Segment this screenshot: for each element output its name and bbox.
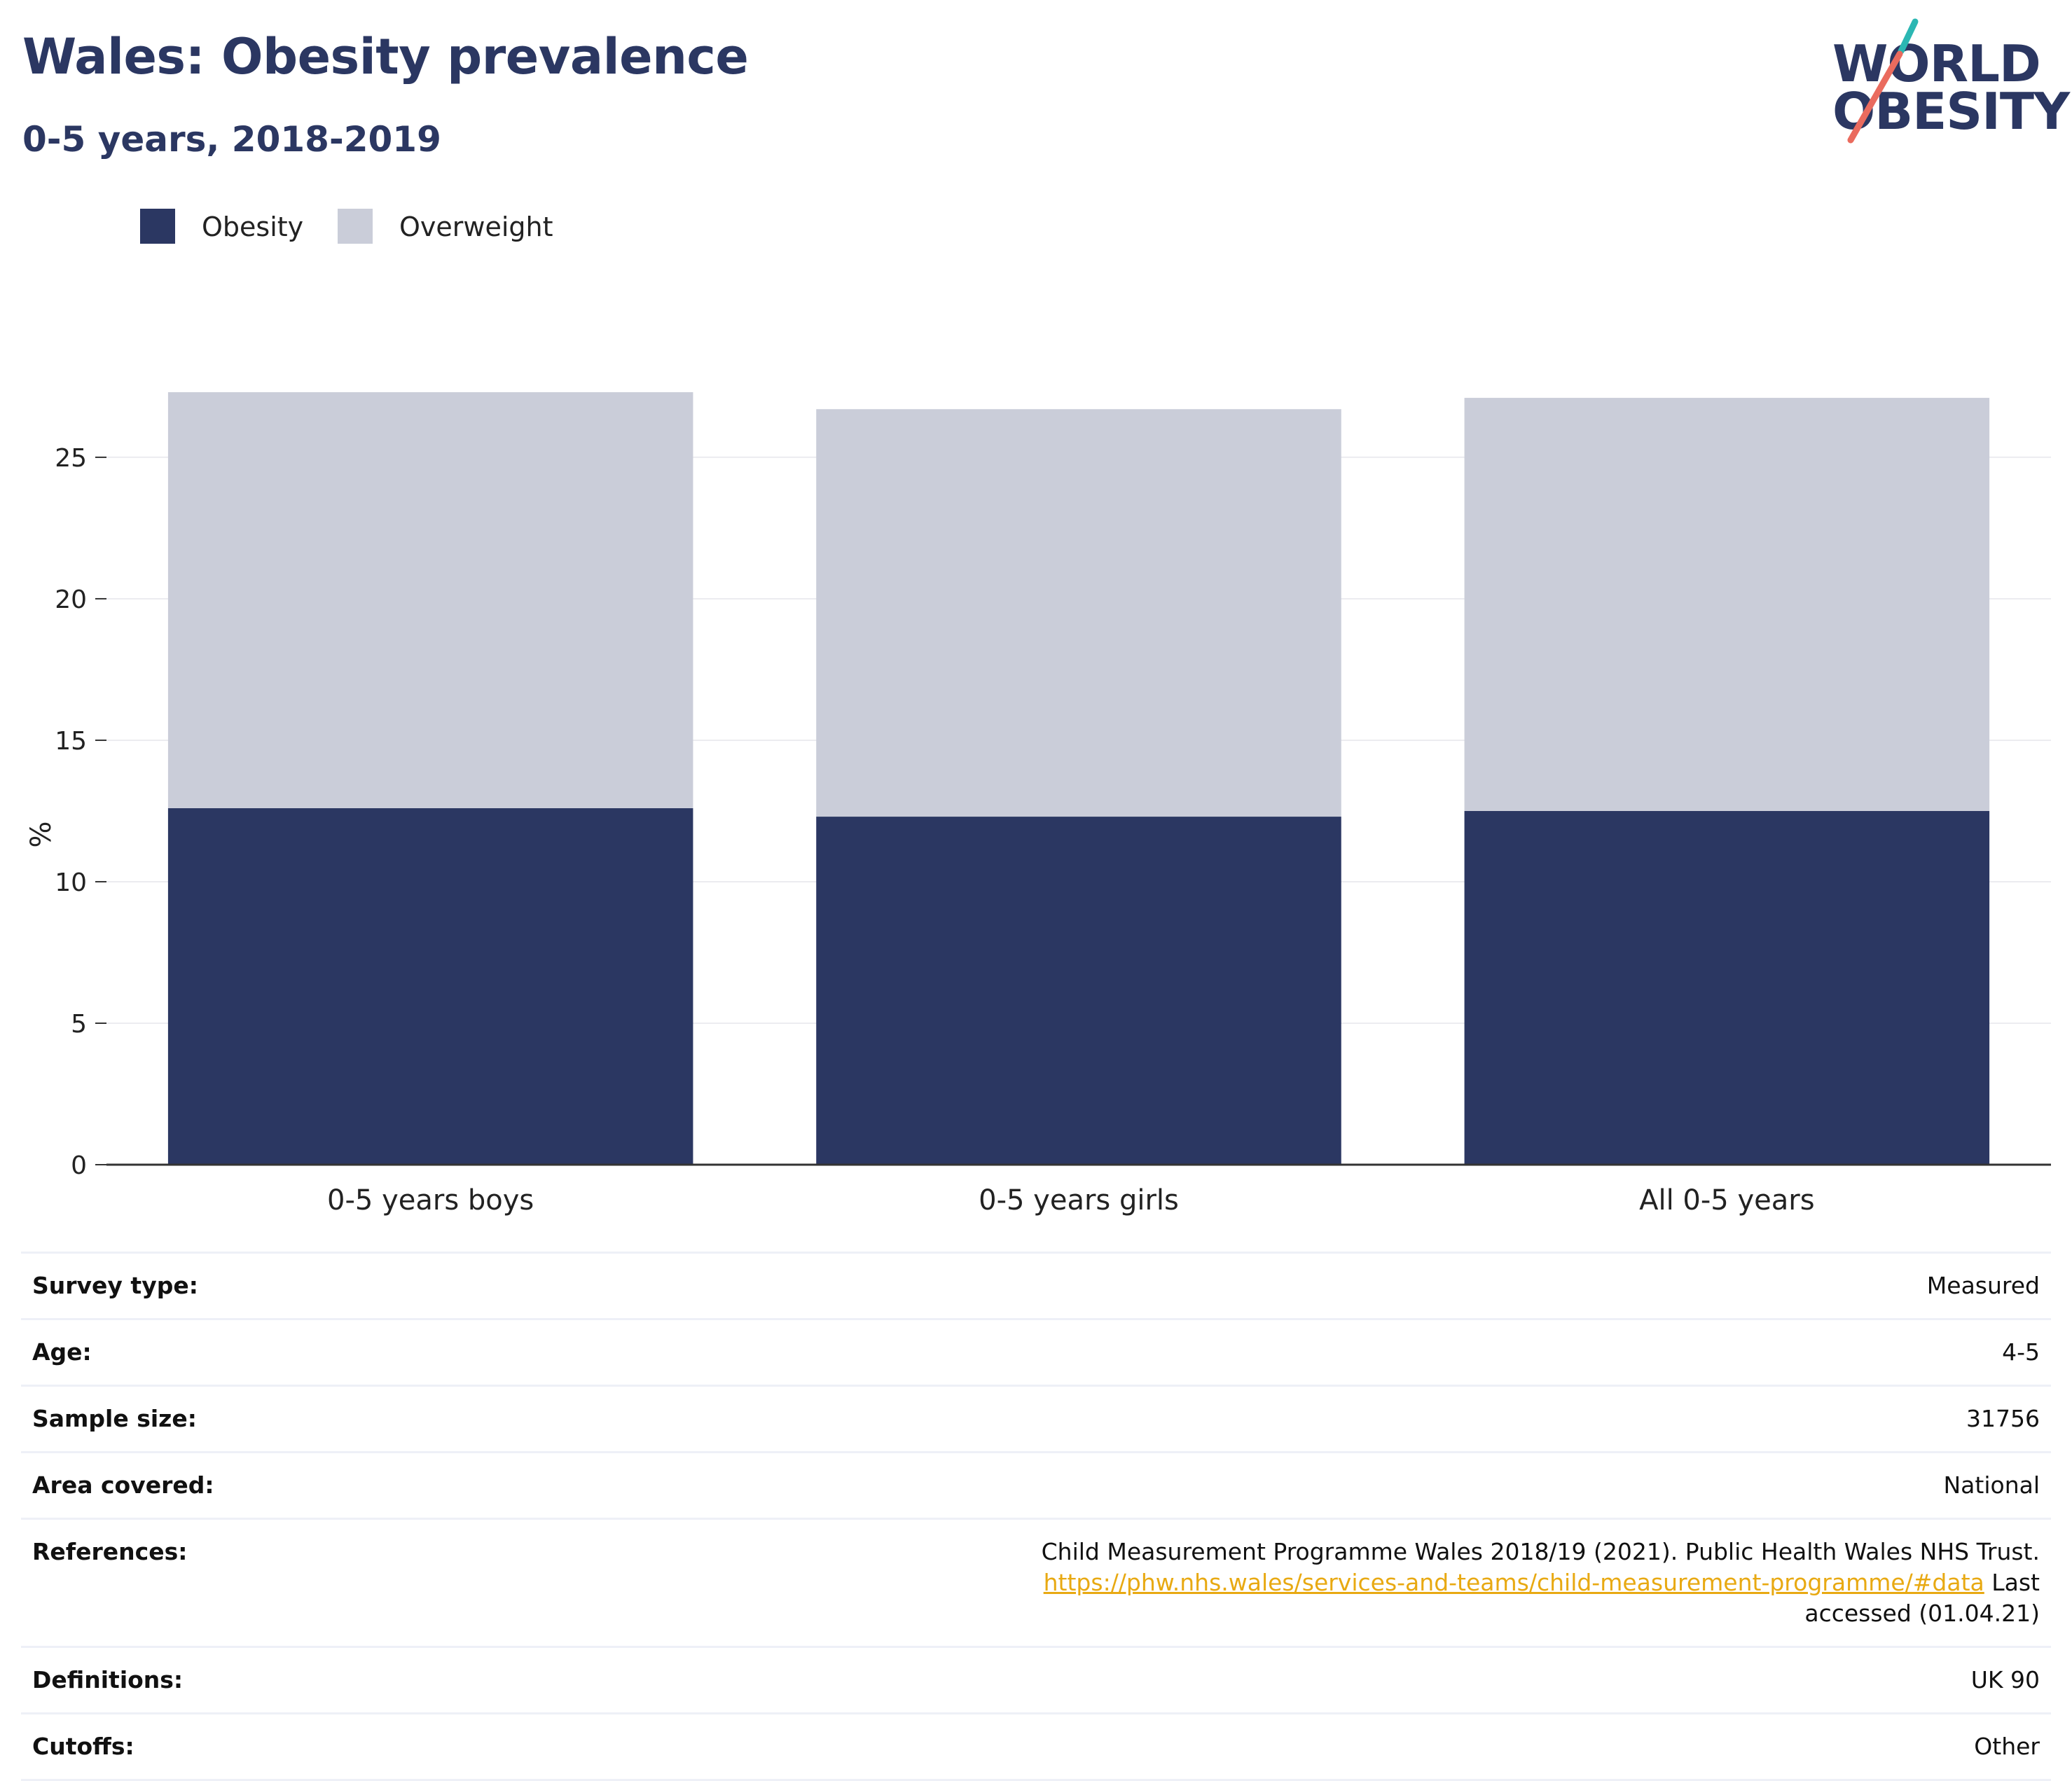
bar-overweight: [816, 409, 1341, 817]
bar-overweight: [1464, 398, 1990, 811]
bar-obesity: [167, 808, 693, 1165]
info-value: 4-5: [408, 1318, 2051, 1386]
info-row: References: Child Measurement Programme W…: [21, 1518, 2051, 1647]
x-tick-label: All 0-5 years: [1639, 1184, 1814, 1217]
info-value: 31756: [408, 1385, 2051, 1453]
legend-swatch-obesity: [140, 209, 175, 244]
bar-overweight: [167, 392, 693, 808]
legend-swatch-overweight: [338, 209, 373, 244]
info-key: Definitions:: [21, 1646, 408, 1714]
x-tick-label: 0-5 years boys: [327, 1184, 534, 1217]
info-value: Child Measurement Programme Wales 2018/1…: [408, 1518, 2051, 1647]
reference-link[interactable]: https://phw.nhs.wales/services-and-teams…: [1043, 1569, 1984, 1596]
info-value: National: [408, 1451, 2051, 1519]
info-key: Sample size:: [21, 1385, 408, 1453]
info-row: Area covered: National: [21, 1451, 2051, 1519]
y-tick-label: 10: [55, 868, 87, 897]
stacked-bar-chart: 0 5 10 15 20 25% 0-5 years boys 0-5 years girls…: [25, 392, 2051, 1217]
info-row: Definitions: UK 90: [21, 1646, 2051, 1714]
bar-obesity: [816, 817, 1341, 1165]
info-value: UK 90: [408, 1646, 2051, 1714]
chart-subtitle: 0-5 years, 2018-2019: [22, 119, 441, 160]
bar-obesity: [1464, 810, 1990, 1165]
y-tick-label: 15: [55, 727, 87, 756]
y-tick-label: 0: [71, 1151, 87, 1180]
logo-slash-icon: [1847, 18, 1919, 144]
y-tick-label: 25: [55, 444, 87, 473]
info-row: Survey type: Measured: [21, 1252, 2051, 1319]
info-key: References:: [21, 1518, 408, 1647]
info-row: Age: 4-5: [21, 1318, 2051, 1386]
legend-label-overweight: Overweight: [399, 212, 553, 242]
legend-label-obesity: Obesity: [202, 212, 304, 242]
chart-title: Wales: Obesity prevalence: [22, 28, 749, 85]
info-row: Sample size: 31756: [21, 1385, 2051, 1453]
info-key: Survey type:: [21, 1252, 408, 1319]
info-key: Age:: [21, 1318, 408, 1386]
y-tick-label: 5: [71, 1010, 87, 1039]
y-axis-label: %: [25, 821, 57, 847]
logo-word-world: WORLD: [1832, 34, 2041, 93]
x-tick-label: 0-5 years girls: [979, 1184, 1179, 1217]
logo-word-obesity: OBESITY: [1832, 82, 2070, 141]
survey-info-table: Survey type: Measured Age: 4-5 Sample size: 3…: [21, 1252, 2051, 1781]
info-key: Area covered:: [21, 1451, 408, 1519]
info-value: Measured: [408, 1252, 2051, 1319]
world-obesity-logo: WORLD OBESITY: [1828, 18, 2070, 151]
y-tick-label: 20: [55, 585, 87, 614]
